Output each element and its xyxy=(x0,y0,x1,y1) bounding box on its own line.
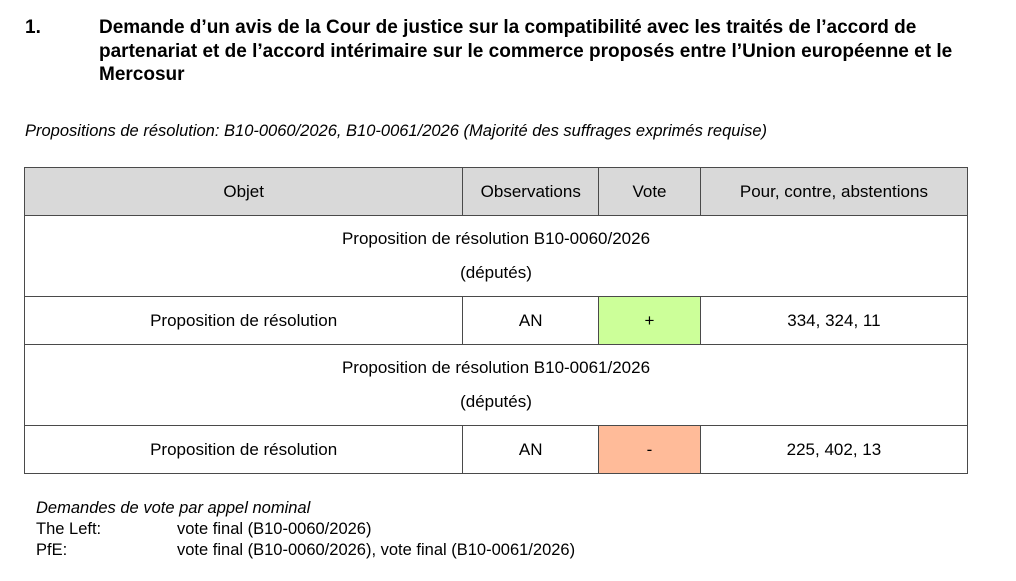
cell-objet: Proposition de résolution xyxy=(23,296,464,345)
header-vote: Vote xyxy=(598,167,701,216)
roll-call-request-text: vote final (B10-0060/2026), vote final (… xyxy=(177,541,576,559)
cell-vote-rejected: - xyxy=(598,425,701,474)
roll-call-request-line: PfE: vote final (B10-0060/2026), vote fi… xyxy=(36,540,575,561)
roll-call-requests-title: Demandes de vote par appel nominal xyxy=(36,499,311,517)
header-pour-contre-abstentions: Pour, contre, abstentions xyxy=(699,167,969,216)
agenda-item-title: Demande d’un avis de la Cour de justice … xyxy=(99,17,953,85)
agenda-item-number: 1. xyxy=(25,17,41,38)
table-header-row: Objet Observations Vote Pour, contre, ab… xyxy=(23,167,969,216)
group-subtitle: (députés) xyxy=(460,263,532,282)
roll-call-request-line: The Left: vote final (B10-0060/2026) xyxy=(36,519,371,540)
header-objet: Objet xyxy=(23,167,464,216)
group-subtitle: (députés) xyxy=(460,392,532,411)
resolution-proposals-subtitle: Propositions de résolution: B10-0060/202… xyxy=(25,122,768,140)
cell-objet: Proposition de résolution xyxy=(23,425,464,474)
political-group-name: The Left: xyxy=(36,520,102,538)
header-observations: Observations xyxy=(462,167,600,216)
table-row: Proposition de résolution AN - 225, 402,… xyxy=(23,425,969,474)
group-header-cell: Proposition de résolution B10-0060/2026 … xyxy=(24,215,968,297)
group-title: Proposition de résolution B10-0060/2026 xyxy=(341,229,651,248)
roll-call-requests: Demandes de vote par appel nominal The L… xyxy=(36,498,575,561)
cell-observations: AN xyxy=(462,425,600,474)
cell-result: 225, 402, 13 xyxy=(699,425,969,474)
group-header-cell: Proposition de résolution B10-0061/2026 … xyxy=(24,344,968,426)
cell-result: 334, 324, 11 xyxy=(699,296,969,345)
political-group-name: PfE: xyxy=(36,541,68,559)
vote-results-table: Objet Observations Vote Pour, contre, ab… xyxy=(23,167,969,474)
group-title: Proposition de résolution B10-0061/2026 xyxy=(341,358,651,377)
cell-vote-adopted: + xyxy=(598,296,701,345)
cell-observations: AN xyxy=(462,296,600,345)
roll-call-request-text: vote final (B10-0060/2026) xyxy=(177,520,372,538)
table-row: Proposition de résolution AN + 334, 324,… xyxy=(23,296,969,345)
group-header-row: Proposition de résolution B10-0060/2026 … xyxy=(24,215,968,297)
group-header-row: Proposition de résolution B10-0061/2026 … xyxy=(24,344,968,426)
